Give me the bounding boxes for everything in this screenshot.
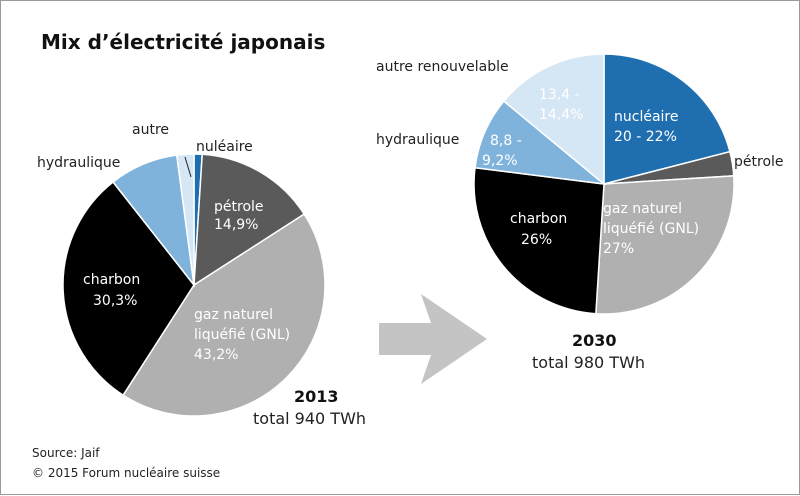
label-hydraulique-2013: hydraulique [37,155,120,171]
value-hydraulique-2030-line2: 9,2% [482,153,518,169]
label-gnl-2013-line1: gaz naturel [194,307,273,323]
value-hydraulique-2030-line1: 8,8 - [490,133,522,149]
pie-slice-autre_renouvelable-2013 [175,153,195,286]
value-nucleaire-2030: 20 - 22% [614,129,677,145]
label-nucleaire-2030: nucléaire [614,109,678,125]
value-charbon-2013: 30,3% [93,293,137,309]
pie-slice-gnl-2013 [122,213,326,417]
pie-slice-autre_renouvelable-2030 [502,53,605,186]
pie-2030 [473,53,735,315]
value-autre-renouvelable-2030-line2: 14,4% [539,107,583,123]
value-autre-renouvelable-2030-line1: 13,4 - [539,87,580,103]
pie-slice-gnl-2030 [595,175,735,315]
pie-2013 [62,153,326,417]
total-2030: total 980 TWh [532,353,645,372]
pie-slice-petrole-2013 [193,153,306,287]
copyright-text: © 2015 Forum nucléaire suisse [32,466,220,480]
value-gnl-2030: 27% [603,241,634,257]
label-gnl-2030-line1: gaz naturel [603,201,682,217]
label-gnl-2013-line2: liquéfié (GNL) [194,327,290,343]
year-2030: 2030 [572,331,617,350]
total-2013: total 940 TWh [253,409,366,428]
label-charbon-2030: charbon [510,211,567,227]
label-autre-renouvelable-2030: autre renouvelable [376,59,509,75]
pie-slice-nucleaire-2030 [603,53,731,185]
label-petrole-2030: pétrole [734,154,784,170]
year-2013: 2013 [294,387,339,406]
leader-line-autre-2013 [184,156,192,178]
pie-slice-charbon-2030 [473,166,605,315]
value-gnl-2013: 43,2% [194,347,238,363]
label-petrole-2013: pétrole [214,199,264,215]
pie-slice-charbon-2013 [62,180,195,397]
label-gnl-2030-line2: liquéfié (GNL) [603,221,699,237]
label-nucleaire-2013: nuléaire [196,139,253,155]
value-petrole-2013: 14,9% [214,217,258,233]
label-hydraulique-2030: hydraulique [376,132,459,148]
value-charbon-2030: 26% [521,232,552,248]
label-autre-2013: autre [132,122,169,138]
arrow-shape [379,294,487,384]
source-text: Source: Jaif [32,446,100,460]
chart-title: Mix d’électricité japonais [41,30,325,54]
label-charbon-2013: charbon [83,272,140,288]
